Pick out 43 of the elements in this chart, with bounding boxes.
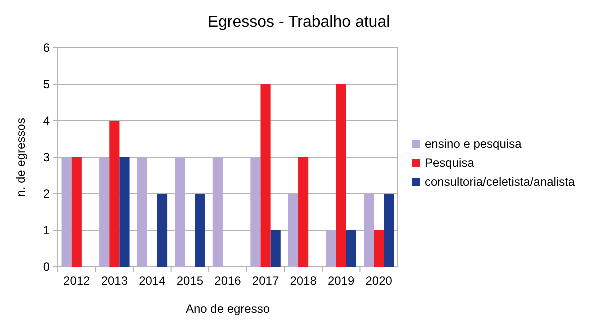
bar [110,121,120,267]
x-tick-label: 2017 [252,274,280,288]
bar [137,158,148,267]
bar [72,158,82,267]
bar [364,194,374,267]
y-tick-label: 6 [43,41,50,56]
bar [260,84,271,267]
bar [195,194,206,267]
legend-label: ensino e pesquisa [425,137,522,152]
bar [212,158,223,267]
bar [120,158,130,267]
bar [270,230,281,267]
y-tick-label: 2 [43,187,50,202]
y-tick-label: 5 [43,78,50,92]
x-tick-label: 2018 [290,274,318,288]
x-tick-label: 2020 [366,274,393,288]
x-axis-title: Ano de egresso [186,302,270,316]
bar [298,158,309,267]
y-axis-title: n. de egressos [14,118,28,197]
bar [384,194,394,267]
bar [100,158,110,267]
x-tick-label: 2012 [64,274,91,288]
y-tick-label: 3 [43,150,50,165]
bar [374,230,384,267]
chart-title: Egressos - Trabalho atual [208,14,390,31]
bar [157,194,168,267]
legend-label: consultoria/celetista/analista [425,175,576,190]
x-tick-label: 2014 [139,274,166,288]
x-tick-label: 2019 [328,274,356,288]
y-tick-label: 0 [43,260,50,274]
x-tick-label: 2013 [101,274,128,288]
bar [175,158,186,267]
bar [288,194,299,267]
bar [346,230,356,267]
x-tick-label: 2015 [176,274,204,288]
bar [250,158,261,267]
y-tick-label: 1 [43,224,50,238]
bar [62,158,72,267]
y-tick-label: 4 [43,114,50,128]
x-tick-label: 2016 [214,274,242,288]
bar [336,84,346,267]
bar [326,230,336,267]
legend-label: Pesquisa [425,156,475,170]
